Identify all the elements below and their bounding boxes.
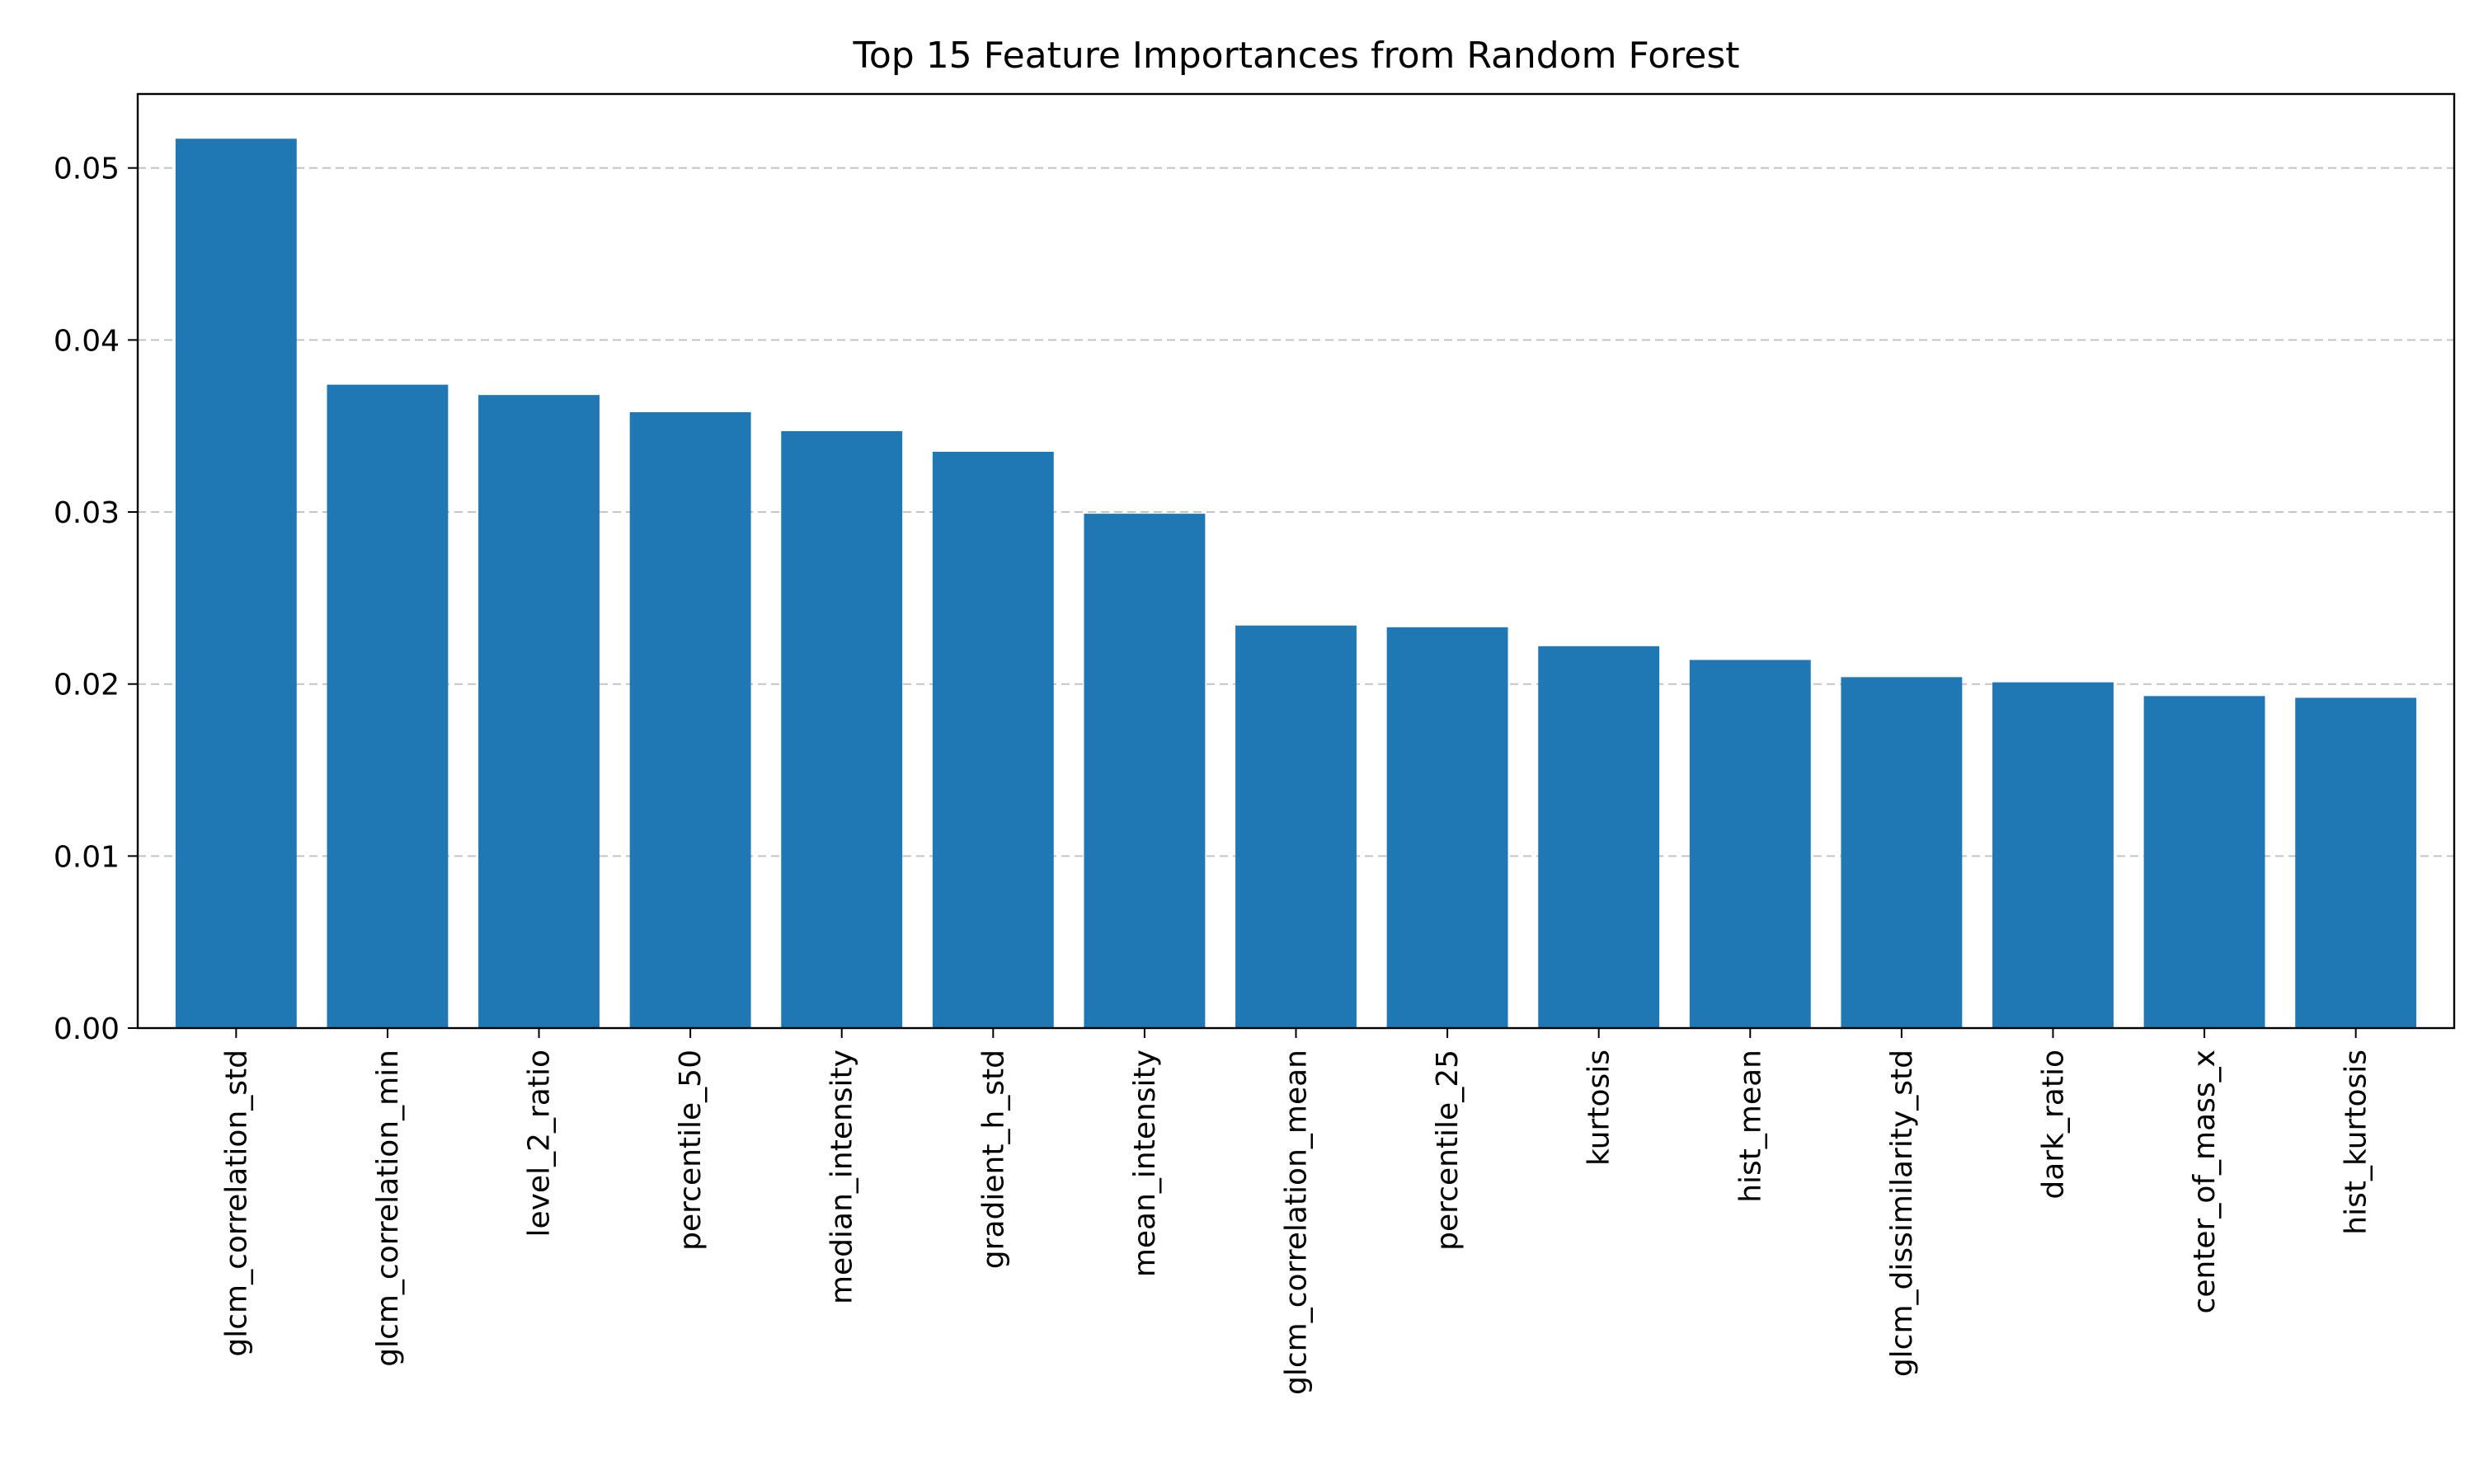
- x-tick-label: mean_intensity: [1128, 1050, 1162, 1277]
- bar: [1689, 660, 1811, 1028]
- y-tick-label: 0.00: [54, 1012, 120, 1046]
- x-tick-label: median_intensity: [825, 1050, 859, 1304]
- bar: [781, 430, 903, 1028]
- x-tick-label: percentile_25: [1431, 1050, 1465, 1251]
- y-tick-label: 0.04: [54, 324, 120, 358]
- bar: [1538, 646, 1660, 1028]
- x-tick-label: level_2_ratio: [523, 1050, 557, 1237]
- bar: [1235, 625, 1357, 1028]
- x-tick-label: dark_ratio: [2036, 1050, 2070, 1200]
- bar: [629, 412, 751, 1028]
- x-tick-label: hist_mean: [1733, 1050, 1767, 1203]
- bar: [932, 452, 1054, 1028]
- bar: [2295, 697, 2417, 1028]
- bar: [1992, 682, 2114, 1028]
- x-axis: glcm_correlation_std glcm_correlation_min…: [219, 1028, 2373, 1395]
- y-tick-label: 0.05: [54, 153, 120, 186]
- bar: [327, 384, 449, 1028]
- x-tick-label: glcm_correlation_min: [371, 1050, 405, 1367]
- x-tick-label: percentile_50: [674, 1050, 708, 1251]
- x-tick-label: hist_kurtosis: [2340, 1050, 2373, 1235]
- x-tick-label: glcm_correlation_std: [219, 1050, 253, 1357]
- y-axis: 0.00 0.01 0.02 0.03 0.04 0.05: [54, 153, 138, 1046]
- chart-title: Top 15 Feature Importances from Random F…: [852, 35, 1739, 77]
- x-tick-label: center_of_mass_x: [2188, 1050, 2222, 1313]
- x-tick-label: glcm_dissimilarity_std: [1885, 1050, 1919, 1377]
- bar: [1386, 627, 1508, 1028]
- x-tick-label: kurtosis: [1583, 1050, 1616, 1166]
- plot-frame: [136, 92, 2456, 1030]
- bar: [1084, 514, 1206, 1028]
- bars: [175, 139, 2417, 1028]
- x-tick-label: glcm_correlation_mean: [1280, 1050, 1314, 1395]
- x-tick-label: gradient_h_std: [976, 1050, 1010, 1269]
- y-tick-label: 0.03: [54, 496, 120, 530]
- y-tick-label: 0.02: [54, 669, 120, 702]
- bar: [175, 139, 297, 1028]
- y-tick-label: 0.01: [54, 840, 120, 874]
- bar: [1841, 677, 1963, 1028]
- bar: [478, 395, 600, 1028]
- bar: [2143, 696, 2265, 1028]
